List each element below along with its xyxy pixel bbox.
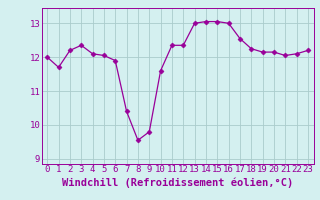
X-axis label: Windchill (Refroidissement éolien,°C): Windchill (Refroidissement éolien,°C): [62, 177, 293, 188]
